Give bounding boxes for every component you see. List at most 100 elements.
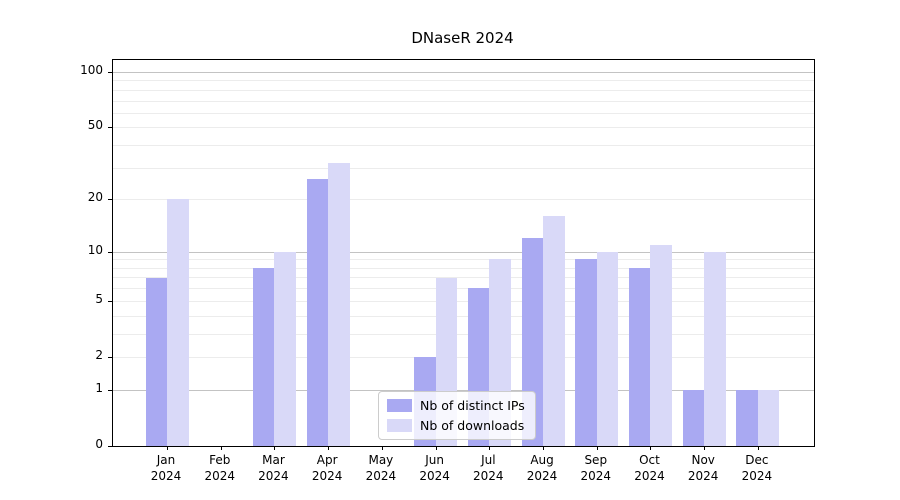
x-tick-month: Jul: [481, 453, 496, 467]
y-tick-mark: [108, 251, 112, 253]
x-tick-label: Dec 2024: [729, 452, 785, 484]
minor-gridline: [113, 167, 814, 169]
y-tick-label: 5: [95, 291, 103, 306]
bar-distinct-ips: [575, 259, 597, 446]
y-tick-mark: [108, 72, 112, 73]
x-tick-month: Apr: [316, 453, 338, 467]
x-tick-year: 2024: [741, 469, 773, 483]
x-tick-mark: [274, 446, 276, 450]
minor-gridline: [113, 127, 814, 129]
y-tick-label: 0: [95, 437, 103, 451]
y-tick-mark: [108, 356, 112, 358]
bar-distinct-ips: [736, 389, 758, 446]
x-tick-label: Jul 2024: [460, 452, 516, 484]
y-tick-mark: [108, 446, 112, 447]
x-tick-mark: [328, 446, 330, 450]
bar-distinct-ips: [682, 389, 705, 446]
legend-entry: Nb of distinct IPs: [387, 398, 525, 413]
x-tick-label: Nov 2024: [675, 452, 731, 484]
x-tick-label: Feb 2024: [192, 452, 248, 484]
x-tick-label: Oct 2024: [621, 452, 677, 484]
x-tick-month: Nov: [691, 453, 715, 467]
x-tick-month: Jun: [425, 453, 444, 467]
bar-distinct-ips: [252, 267, 275, 446]
major-gridline: [113, 72, 814, 73]
x-tick-mark: [167, 446, 168, 450]
bar-downloads: [757, 389, 780, 446]
bar-downloads: [650, 244, 672, 446]
x-tick-year: 2024: [311, 469, 343, 483]
legend-label: Nb of downloads: [420, 418, 525, 433]
x-tick-year: 2024: [365, 469, 397, 483]
minor-gridline: [113, 315, 814, 317]
x-tick-mark: [489, 446, 491, 450]
y-tick-mark: [108, 127, 112, 129]
x-tick-year: 2024: [204, 469, 235, 483]
minor-gridline: [113, 199, 814, 201]
x-tick-year: 2024: [258, 469, 289, 483]
x-tick-year: 2024: [687, 469, 719, 483]
bar-downloads: [596, 251, 619, 446]
y-tick-label: 100: [80, 63, 103, 77]
x-tick-year: 2024: [473, 469, 504, 483]
minor-gridline: [113, 100, 814, 102]
x-tick-mark: [650, 446, 652, 450]
y-tick-label: 20: [87, 190, 103, 205]
bar-distinct-ips: [628, 267, 651, 446]
x-tick-year: 2024: [526, 469, 558, 483]
x-tick-label: Mar 2024: [245, 452, 301, 484]
minor-gridline: [113, 267, 814, 269]
x-tick-mark: [435, 446, 437, 450]
x-tick-month: Oct: [639, 453, 660, 467]
y-tick-label: 2: [95, 347, 103, 362]
minor-gridline: [113, 145, 814, 147]
minor-gridline: [113, 277, 814, 279]
x-tick-year: 2024: [580, 469, 612, 483]
y-tick-label: 50: [87, 118, 103, 133]
x-tick-year: 2024: [634, 469, 665, 483]
minor-gridline: [113, 333, 814, 335]
x-tick-mark: [381, 446, 383, 450]
bar-downloads: [167, 199, 189, 446]
x-tick-mark: [596, 446, 598, 450]
bar-downloads: [328, 162, 350, 446]
x-tick-month: Sep: [584, 453, 608, 467]
x-tick-month: May: [368, 453, 394, 467]
bar-downloads: [543, 216, 565, 446]
minor-gridline: [113, 112, 814, 114]
minor-gridline: [113, 80, 814, 82]
x-tick-mark: [220, 446, 222, 450]
legend-label: Nb of distinct IPs: [420, 398, 525, 413]
chart-title: DNaseR 2024: [411, 29, 514, 47]
legend: Nb of distinct IPs Nb of downloads: [378, 391, 536, 440]
x-tick-label: Jun 2024: [407, 452, 463, 484]
y-tick-mark: [108, 389, 112, 391]
minor-gridline: [113, 288, 814, 290]
bar-distinct-ips: [145, 277, 167, 446]
bar-distinct-ips: [306, 178, 329, 446]
legend-swatch: [387, 399, 412, 412]
minor-gridline: [113, 259, 814, 261]
minor-gridline: [113, 89, 814, 91]
bar-downloads: [704, 251, 726, 446]
x-tick-mark: [757, 446, 759, 450]
x-tick-month: Dec: [745, 453, 769, 467]
x-tick-label: Jan 2024: [138, 452, 194, 484]
x-tick-month: Mar: [262, 453, 285, 467]
minor-gridline: [113, 356, 814, 358]
x-tick-month: Jan: [156, 453, 176, 467]
x-tick-label: Aug 2024: [514, 452, 570, 484]
major-gridline: [113, 251, 814, 253]
x-tick-year: 2024: [150, 469, 182, 483]
y-tick-label: 1: [95, 380, 103, 395]
x-tick-label: Sep 2024: [568, 452, 624, 484]
legend-entry: Nb of downloads: [387, 418, 525, 433]
x-tick-label: Apr 2024: [299, 452, 355, 484]
y-tick-label: 10: [87, 242, 103, 257]
y-tick-mark: [108, 199, 112, 201]
x-tick-mark: [543, 446, 545, 450]
x-tick-year: 2024: [419, 469, 450, 483]
major-gridline: [113, 389, 814, 391]
legend-swatch: [387, 419, 412, 432]
